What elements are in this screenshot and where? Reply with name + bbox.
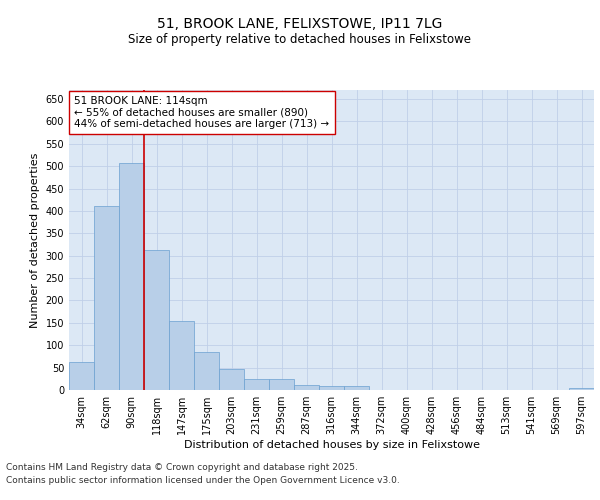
Bar	[144, 250, 169, 390]
Bar	[119, 163, 144, 390]
Text: 51, BROOK LANE, FELIXSTOWE, IP11 7LG: 51, BROOK LANE, FELIXSTOWE, IP11 7LG	[157, 18, 443, 32]
Text: Contains public sector information licensed under the Open Government Licence v3: Contains public sector information licen…	[6, 476, 400, 485]
Bar	[169, 320, 194, 390]
X-axis label: Distribution of detached houses by size in Felixstowe: Distribution of detached houses by size …	[184, 440, 479, 450]
Text: Contains HM Land Registry data © Crown copyright and database right 2025.: Contains HM Land Registry data © Crown c…	[6, 464, 358, 472]
Bar	[294, 385, 319, 390]
Bar	[269, 379, 294, 390]
Bar	[194, 352, 219, 390]
Bar	[319, 386, 344, 390]
Text: 51 BROOK LANE: 114sqm
← 55% of detached houses are smaller (890)
44% of semi-det: 51 BROOK LANE: 114sqm ← 55% of detached …	[74, 96, 329, 129]
Y-axis label: Number of detached properties: Number of detached properties	[30, 152, 40, 328]
Bar	[69, 362, 94, 390]
Bar	[94, 206, 119, 390]
Text: Size of property relative to detached houses in Felixstowe: Size of property relative to detached ho…	[128, 32, 472, 46]
Bar	[569, 388, 594, 390]
Bar	[219, 370, 244, 390]
Bar	[244, 379, 269, 390]
Bar	[344, 386, 369, 390]
